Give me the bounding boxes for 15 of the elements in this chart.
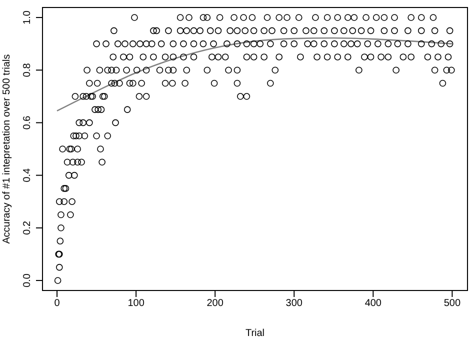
x-tick-label: 100 [128, 298, 145, 310]
x-tick-label: 200 [206, 298, 224, 310]
y-tick-label: 0.8 [22, 62, 33, 78]
x-tick-label: 400 [364, 298, 382, 310]
x-axis-title: Trial [245, 328, 265, 339]
y-tick-label: 0.2 [22, 220, 33, 235]
y-tick-label: 0.4 [22, 168, 33, 182]
y-tick-label: 0.6 [22, 115, 33, 130]
x-tick-label: 500 [444, 298, 461, 310]
x-tick-label: 0 [54, 298, 60, 310]
x-tick-label: 300 [286, 298, 303, 310]
line-series [56, 37, 453, 112]
y-tick-label: 0.0 [22, 273, 33, 288]
y-axis-title: Accuracy of #1 intepretation over 500 trials [2, 54, 13, 244]
y-tick-label: 1.0 [22, 10, 33, 24]
